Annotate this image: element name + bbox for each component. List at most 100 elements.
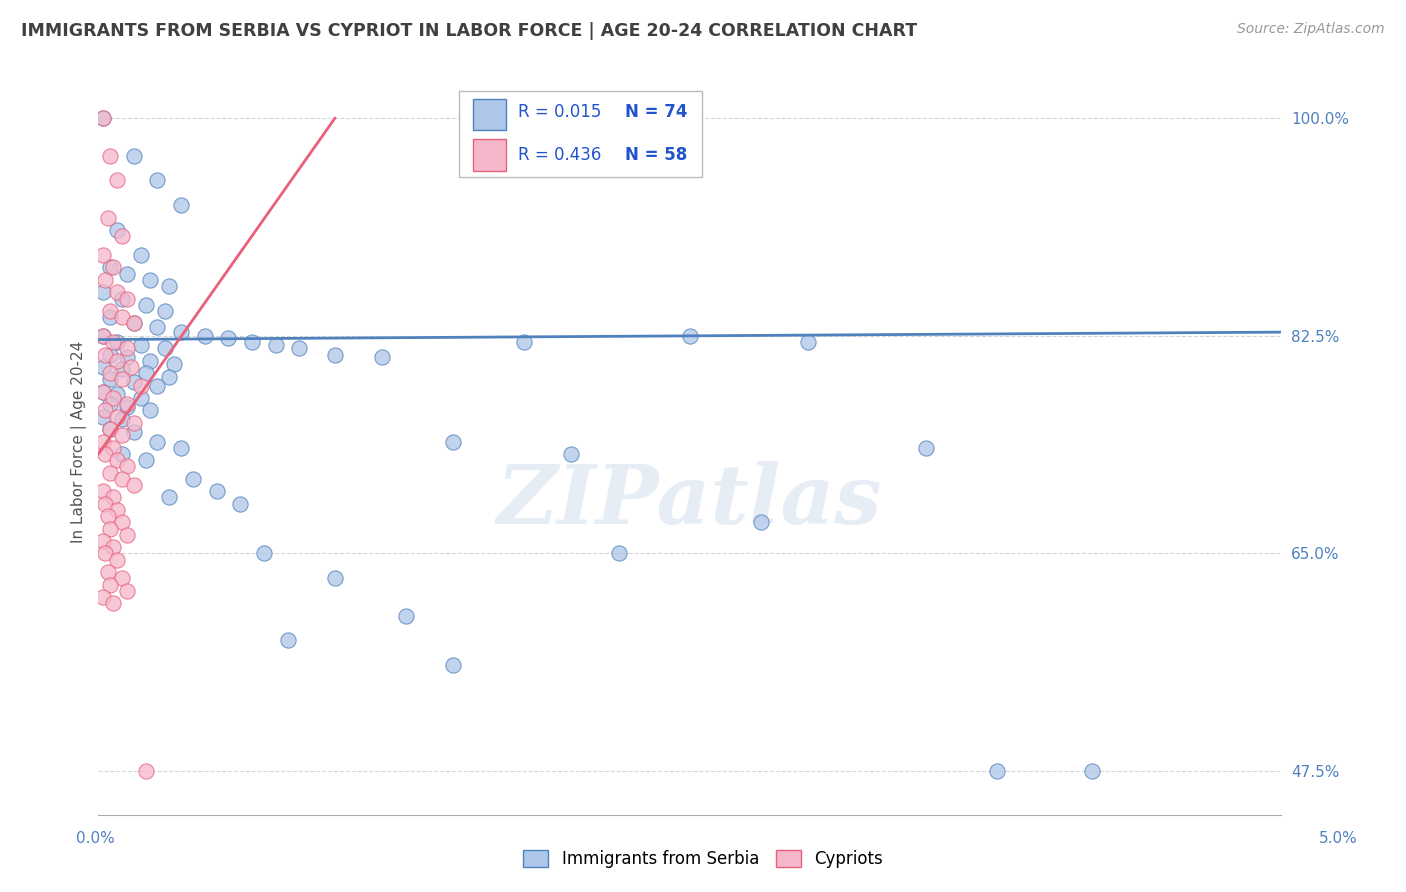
Point xyxy=(135,453,157,467)
Point xyxy=(105,409,128,424)
Point xyxy=(146,378,169,392)
Point xyxy=(98,422,121,436)
Point xyxy=(153,304,176,318)
Text: R = 0.015: R = 0.015 xyxy=(519,103,602,121)
Point xyxy=(135,764,157,778)
Point xyxy=(105,334,128,349)
Point xyxy=(98,422,121,436)
Point xyxy=(157,279,180,293)
Point xyxy=(94,447,117,461)
Point xyxy=(98,304,121,318)
Point xyxy=(157,370,180,384)
Point xyxy=(97,211,120,225)
Point xyxy=(121,359,143,374)
Point xyxy=(101,596,124,610)
Point xyxy=(94,497,117,511)
Point xyxy=(181,472,204,486)
Point xyxy=(115,397,138,411)
Point xyxy=(115,267,138,281)
Point xyxy=(115,350,138,364)
Point xyxy=(129,378,152,392)
Point xyxy=(122,416,145,430)
Point xyxy=(139,273,162,287)
Point xyxy=(115,583,138,598)
Point xyxy=(101,491,124,505)
Point xyxy=(91,285,114,300)
Point xyxy=(170,198,193,212)
Point xyxy=(98,366,121,380)
Point xyxy=(441,434,464,449)
Point xyxy=(129,391,152,405)
Point xyxy=(111,472,134,486)
Point xyxy=(105,387,128,401)
Point xyxy=(229,497,252,511)
Point xyxy=(122,317,145,331)
Point xyxy=(94,546,117,560)
Point xyxy=(91,384,114,399)
Point xyxy=(115,528,138,542)
Point xyxy=(91,590,114,604)
Legend: Immigrants from Serbia, Cypriots: Immigrants from Serbia, Cypriots xyxy=(516,843,890,875)
Point xyxy=(115,292,138,306)
Point xyxy=(115,341,138,355)
Text: 0.0%: 0.0% xyxy=(76,831,115,846)
Point xyxy=(253,546,276,560)
Point xyxy=(111,412,134,426)
Point xyxy=(98,347,121,361)
Point xyxy=(111,571,134,585)
Point xyxy=(98,397,121,411)
Point xyxy=(97,565,120,579)
Point xyxy=(91,112,114,126)
Text: 5.0%: 5.0% xyxy=(1319,831,1358,846)
Point xyxy=(194,329,217,343)
Point xyxy=(101,391,124,405)
Point xyxy=(139,403,162,417)
Point xyxy=(105,285,128,300)
Point xyxy=(607,546,630,560)
Point xyxy=(91,112,114,126)
Point xyxy=(560,447,582,461)
Point xyxy=(679,329,702,343)
Text: IMMIGRANTS FROM SERBIA VS CYPRIOT IN LABOR FORCE | AGE 20-24 CORRELATION CHART: IMMIGRANTS FROM SERBIA VS CYPRIOT IN LAB… xyxy=(21,22,917,40)
Point xyxy=(91,329,114,343)
Point xyxy=(122,478,145,492)
Point xyxy=(122,317,145,331)
Point xyxy=(157,491,180,505)
Point xyxy=(91,484,114,499)
Point xyxy=(153,341,176,355)
Point xyxy=(111,362,134,376)
Point xyxy=(105,173,128,187)
Point xyxy=(101,260,124,275)
Point xyxy=(94,273,117,287)
Point xyxy=(277,633,299,648)
Point xyxy=(115,459,138,474)
Point xyxy=(111,292,134,306)
Point xyxy=(395,608,418,623)
Point xyxy=(105,353,128,368)
Point xyxy=(371,350,394,364)
Point xyxy=(115,400,138,414)
Point xyxy=(170,441,193,455)
Point xyxy=(288,341,311,355)
Point xyxy=(513,334,536,349)
Point xyxy=(1081,764,1104,778)
Point xyxy=(146,434,169,449)
Point xyxy=(105,552,128,566)
Point xyxy=(122,148,145,162)
Point xyxy=(91,534,114,549)
Point xyxy=(91,409,114,424)
Point xyxy=(94,403,117,417)
Point xyxy=(111,310,134,325)
Y-axis label: In Labor Force | Age 20-24: In Labor Force | Age 20-24 xyxy=(72,341,87,542)
Point xyxy=(98,466,121,480)
Point xyxy=(146,173,169,187)
Point xyxy=(170,325,193,339)
Point xyxy=(101,334,124,349)
Point xyxy=(98,372,121,386)
Point xyxy=(111,229,134,244)
Point xyxy=(135,366,157,380)
Point xyxy=(441,658,464,673)
Point xyxy=(105,453,128,467)
Point xyxy=(217,331,239,345)
Point xyxy=(323,347,346,361)
